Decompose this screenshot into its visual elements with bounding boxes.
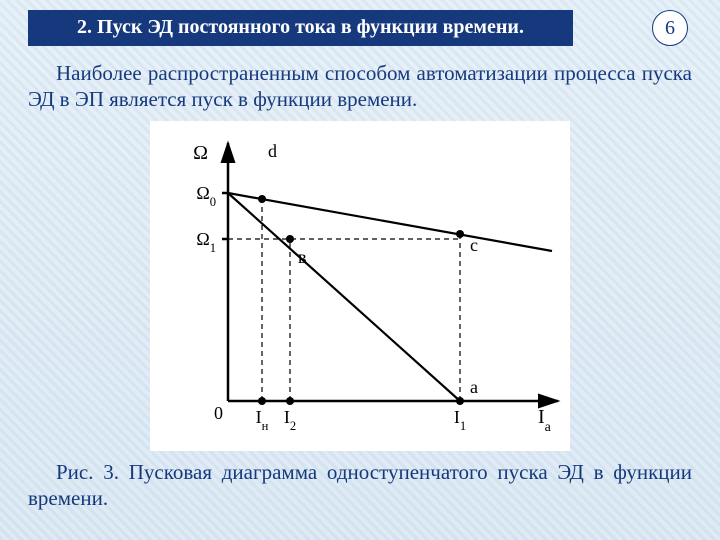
svg-text:с: с [470, 235, 478, 255]
startup-diagram-chart: IнI2I1Ω0Ω10IаΩdвса [150, 121, 570, 451]
page-number-badge: 6 [652, 10, 688, 46]
figure-caption: Рис. 3. Пусковая диаграмма одноступенчат… [28, 459, 692, 512]
svg-text:Ω: Ω [193, 142, 208, 164]
svg-text:0: 0 [214, 403, 223, 423]
svg-text:а: а [470, 377, 478, 397]
section-header: 2. Пуск ЭД постоянного тока в функции вр… [28, 10, 573, 46]
body-paragraph: Наиболее распространенным способом автом… [28, 60, 692, 113]
svg-text:в: в [298, 247, 307, 267]
svg-text:d: d [268, 141, 277, 161]
